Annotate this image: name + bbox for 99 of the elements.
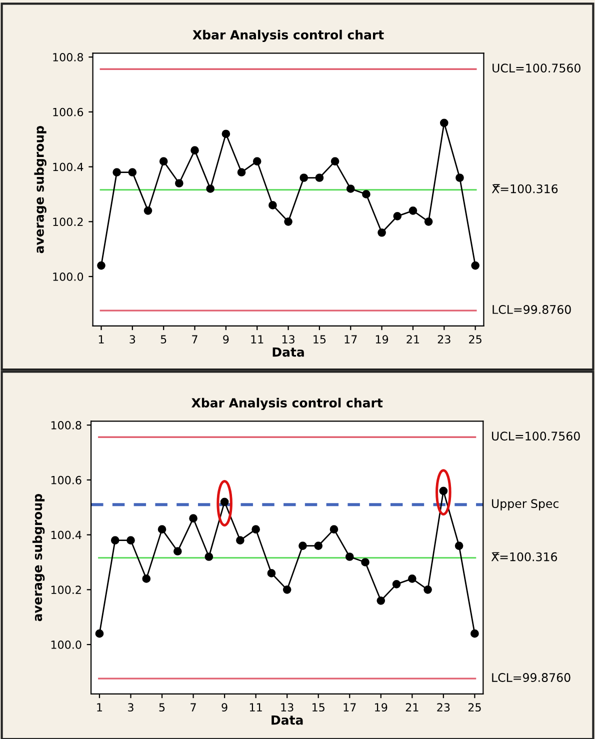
y-tick-label: 100.8 <box>51 421 82 430</box>
ref-line-label: X̿=100.316 <box>492 184 558 194</box>
x-tick-label: 7 <box>190 703 196 712</box>
point <box>267 569 276 578</box>
y-axis-title: average subgroup <box>34 126 46 254</box>
point <box>424 586 432 594</box>
point <box>330 525 338 534</box>
ref-line-label: LCL=99.8760 <box>492 673 570 682</box>
point <box>128 168 137 176</box>
point <box>330 157 340 166</box>
x-tick-label: 1 <box>97 703 102 712</box>
point <box>158 525 166 534</box>
point <box>252 525 260 534</box>
y-tick-label: 100.2 <box>53 218 83 226</box>
x-tick-label: 15 <box>312 703 324 712</box>
point <box>345 552 354 561</box>
x-tick-label: 19 <box>376 335 388 344</box>
point <box>470 629 479 638</box>
x-tick-label: 13 <box>281 703 294 712</box>
x-tick-label: 19 <box>375 703 388 712</box>
point <box>282 586 292 594</box>
x-tick-label: 13 <box>282 335 294 344</box>
point <box>237 168 246 176</box>
y-tick-label: 100.6 <box>53 108 84 116</box>
x-axis-title: Data <box>272 347 304 357</box>
ref-line-label: X̿=100.316 <box>491 552 558 562</box>
x-tick-label: 7 <box>192 335 198 344</box>
ref-line-label: LCL=99.8760 <box>492 305 571 314</box>
point <box>362 190 370 198</box>
point <box>142 574 151 583</box>
y-tick-label: 100.6 <box>51 476 82 484</box>
point <box>112 168 121 176</box>
x-tick-label: 5 <box>159 703 165 712</box>
point <box>126 536 135 544</box>
point <box>298 542 307 550</box>
y-tick-label: 100.0 <box>51 640 82 649</box>
point <box>314 542 323 550</box>
x-tick-label: 15 <box>314 335 326 344</box>
point <box>144 206 152 215</box>
ref-line-label: Upper Spec <box>492 499 558 510</box>
point <box>315 174 324 182</box>
x-tick-label: 25 <box>468 703 481 712</box>
point <box>361 558 370 566</box>
point <box>456 174 464 182</box>
point <box>110 536 120 544</box>
point <box>252 157 262 166</box>
x-tick-label: 9 <box>222 703 228 712</box>
x-axis-title: Data <box>272 715 303 725</box>
point <box>268 201 277 210</box>
x-tick-label: 9 <box>223 335 229 344</box>
y-tick-label: 100.4 <box>53 162 84 172</box>
point <box>222 130 230 138</box>
point <box>408 206 418 215</box>
x-tick-label: 25 <box>469 335 482 344</box>
point <box>378 228 386 237</box>
x-tick-label: 21 <box>406 703 418 712</box>
ref-line-label: UCL=100.7560 <box>492 432 580 441</box>
point <box>236 536 244 544</box>
point <box>392 580 401 588</box>
point <box>471 261 480 270</box>
point <box>376 596 386 605</box>
x-tick-label: 1 <box>98 335 104 344</box>
y-tick-label: 100.8 <box>53 53 84 62</box>
point <box>454 542 464 550</box>
point <box>300 174 308 182</box>
x-tick-label: 11 <box>251 335 264 344</box>
y-tick-label: 100.4 <box>51 530 82 540</box>
point <box>439 486 448 496</box>
point <box>440 118 448 128</box>
point <box>190 146 199 154</box>
x-tick-label: 23 <box>437 703 450 712</box>
point <box>220 498 229 506</box>
point <box>408 574 416 583</box>
point <box>206 184 215 193</box>
point <box>173 547 182 556</box>
point <box>346 184 355 193</box>
y-tick-label: 100.0 <box>53 272 84 281</box>
x-tick-label: 11 <box>250 703 262 712</box>
y-axis-title: average subgroup <box>32 494 45 622</box>
point <box>424 217 433 226</box>
point <box>175 179 184 188</box>
chart-title: Xbar Analysis control chart <box>192 30 384 42</box>
point <box>95 629 104 638</box>
chart-title: Xbar Analysis control chart <box>192 398 383 410</box>
point <box>189 514 198 523</box>
y-tick-label: 100.2 <box>51 586 81 594</box>
point <box>97 261 106 270</box>
x-tick-label: 17 <box>344 335 357 344</box>
point <box>284 217 292 226</box>
point <box>393 212 402 220</box>
x-tick-label: 5 <box>160 335 166 344</box>
ref-line-label: UCL=100.7560 <box>492 64 580 73</box>
x-tick-label: 21 <box>406 335 420 344</box>
x-tick-label: 23 <box>438 335 450 344</box>
point <box>159 157 168 166</box>
point <box>204 552 214 561</box>
x-tick-label: 3 <box>130 335 136 344</box>
x-tick-label: 17 <box>344 703 356 712</box>
x-tick-label: 3 <box>128 703 134 712</box>
